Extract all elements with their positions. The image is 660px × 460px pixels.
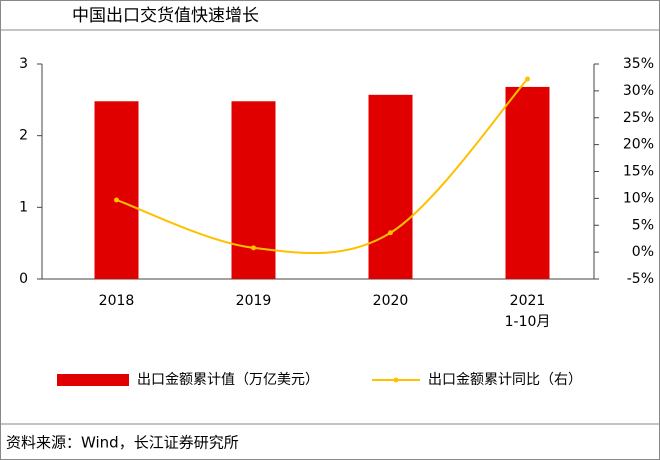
y2-tick-label: 30% <box>623 83 654 99</box>
source: 资料来源：Wind，长江证券研究所 <box>6 434 239 452</box>
y2-tick-label: -5% <box>627 271 654 287</box>
bar <box>368 94 413 279</box>
y-tick-label: 3 <box>19 56 28 72</box>
y-tick-label: 2 <box>19 128 28 144</box>
x-tick-label: 2020 <box>373 293 409 309</box>
line-marker <box>114 197 119 203</box>
x-tick-label: 2021 1-10月 <box>505 293 551 330</box>
x-tick-label: 2019 <box>236 293 272 309</box>
chart-title: 中国出口交货值快速增长 <box>72 6 259 26</box>
y-tick-label: 0 <box>19 271 28 287</box>
y2-tick-label: 5% <box>632 217 654 233</box>
line-marker <box>525 76 530 82</box>
y2-tick-label: 15% <box>623 164 654 180</box>
legend-label: 出口金额累计同比（右） <box>428 372 582 388</box>
line-marker <box>388 230 393 236</box>
legend-label: 出口金额累计值（万亿美元） <box>137 372 319 388</box>
y2-tick-label: 10% <box>623 190 654 206</box>
y2-tick-label: 20% <box>623 137 654 153</box>
y2-tick-label: 0% <box>632 244 654 260</box>
line-marker <box>251 245 256 251</box>
y2-tick-label: 35% <box>623 56 654 72</box>
y-tick-label: 1 <box>19 199 28 215</box>
y2-tick-label: 25% <box>623 110 654 126</box>
bar <box>94 101 139 280</box>
legend-marker <box>393 377 399 383</box>
bar <box>505 86 550 279</box>
x-tick-label: 2018 <box>99 293 135 309</box>
bar <box>231 101 276 280</box>
legend-swatch <box>57 374 129 386</box>
line <box>116 78 529 255</box>
